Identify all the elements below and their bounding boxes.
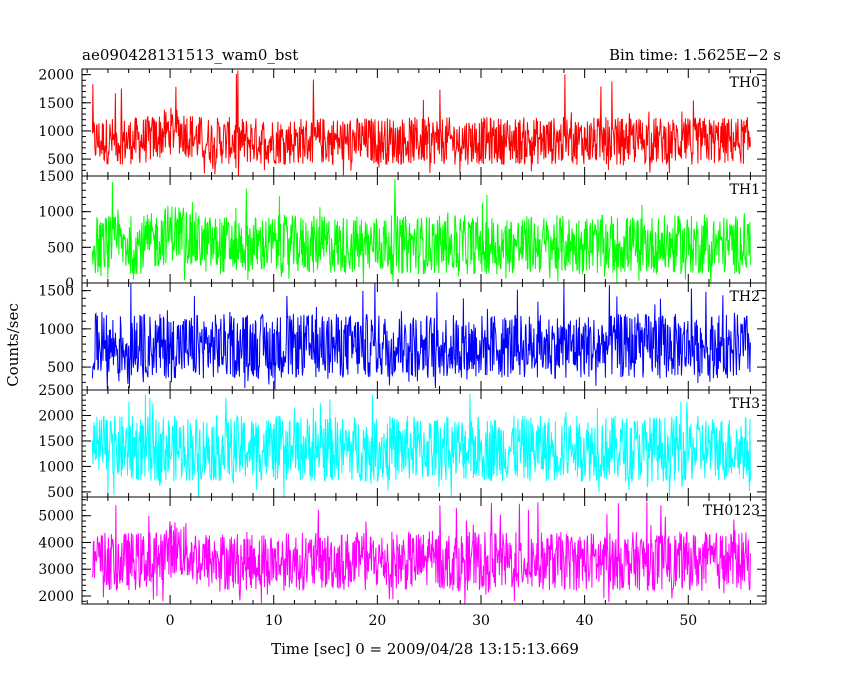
series-name-th0123: TH0123 <box>703 503 760 519</box>
y-tick-label: 1500 <box>38 96 74 112</box>
y-tick-label: 2000 <box>38 408 74 424</box>
series-name-th0: TH0 <box>730 75 760 91</box>
y-tick-label: 1000 <box>38 124 74 140</box>
y-tick-label: 4000 <box>38 535 74 551</box>
y-tick-label: 2000 <box>38 68 74 84</box>
x-tick-label: 40 <box>576 613 594 629</box>
y-tick-label: 3000 <box>38 562 74 578</box>
y-tick-label: 1000 <box>38 205 74 221</box>
x-tick-label: 10 <box>265 613 283 629</box>
y-tick-label: 2500 <box>38 383 74 399</box>
x-tick-label: 20 <box>368 613 386 629</box>
y-tick-label: 500 <box>47 240 74 256</box>
series-name-th2: TH2 <box>730 289 760 305</box>
series-line-th0 <box>91 70 751 176</box>
x-axis-label: Time [sec] 0 = 2009/04/28 13:15:13.669 <box>271 640 579 658</box>
x-tick-label: 0 <box>166 613 175 629</box>
y-tick-label: 500 <box>47 360 74 376</box>
panel-th0123: 2000 3000 4000 5000 TH0123 0 10 20 30 40 50 <box>38 496 767 629</box>
series-name-th3: TH3 <box>730 396 760 412</box>
x-tick-label: 50 <box>679 613 697 629</box>
panel-th2: 500 1000 1500 TH2 <box>38 282 767 391</box>
panel-frame <box>81 496 767 605</box>
y-tick-label: 1500 <box>38 284 74 300</box>
chart-title: ae090428131513_wam0_bst <box>82 46 298 64</box>
y-axis-label: Counts/sec <box>4 303 22 387</box>
y-tick-label: 1000 <box>38 322 74 338</box>
x-tick-label: 30 <box>472 613 490 629</box>
y-tick-label: 1000 <box>38 459 74 475</box>
panel-th0: 500 1000 1500 2000 TH0 <box>38 68 767 177</box>
bin-time-label: Bin time: 1.5625E−2 s <box>609 46 781 64</box>
y-tick-label: 500 <box>47 485 74 501</box>
y-tick-label: 1500 <box>38 434 74 450</box>
y-tick-label: 1500 <box>38 169 74 185</box>
panel-th3: 500 1000 1500 2000 2500 TH3 <box>38 383 767 501</box>
panel-th1: 0 500 1000 1500 TH1 <box>38 169 767 292</box>
y-tick-label: 500 <box>47 152 74 168</box>
series-line-th1 <box>91 178 751 283</box>
y-tick-label: 0 <box>65 276 74 292</box>
series-line-th2 <box>91 283 751 390</box>
y-tick-label: 2000 <box>38 589 74 605</box>
series-line-th0123 <box>91 501 751 604</box>
y-tick-label: 5000 <box>38 509 74 525</box>
series-line-th3 <box>91 393 751 497</box>
series-name-th1: TH1 <box>730 182 760 198</box>
